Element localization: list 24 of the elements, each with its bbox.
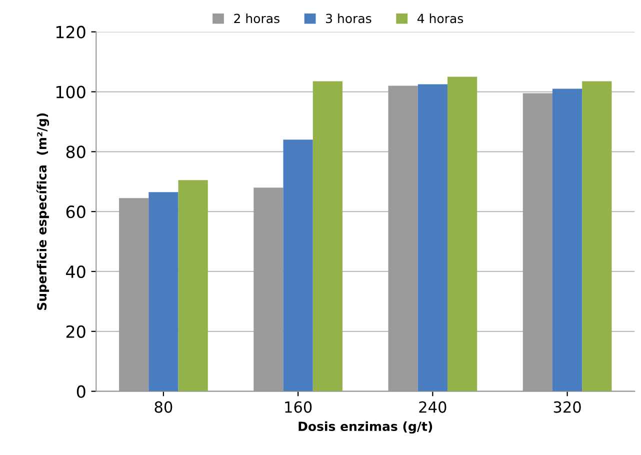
bar	[418, 84, 448, 392]
legend-label: 2 horas	[234, 14, 280, 24]
x-axis-title: Dosis enzimas (g/t)	[298, 421, 432, 434]
x-tick-label: 80	[154, 401, 172, 413]
y-tick-label: 80	[66, 146, 86, 158]
bar	[148, 192, 178, 392]
y-axis-title: Superficie específica (m²/g)	[36, 113, 50, 310]
legend-label: 3 horas	[326, 14, 372, 24]
bar	[312, 81, 342, 392]
y-tick-label: 0	[76, 385, 86, 398]
bar	[447, 76, 478, 392]
y-tick-label: 60	[66, 206, 86, 218]
y-tick-label: 40	[66, 265, 86, 278]
bar	[283, 140, 313, 392]
x-tick-label: 320	[554, 401, 581, 413]
x-tick-label: 240	[419, 401, 446, 413]
bar	[582, 81, 612, 392]
y-tick-label: 20	[66, 325, 86, 338]
y-tick-label: 100	[56, 86, 86, 98]
legend-label: 4 horas	[417, 14, 464, 24]
x-tick-label: 160	[285, 401, 312, 413]
bar	[552, 88, 582, 392]
y-tick-label: 120	[56, 26, 86, 38]
bar	[178, 180, 208, 392]
